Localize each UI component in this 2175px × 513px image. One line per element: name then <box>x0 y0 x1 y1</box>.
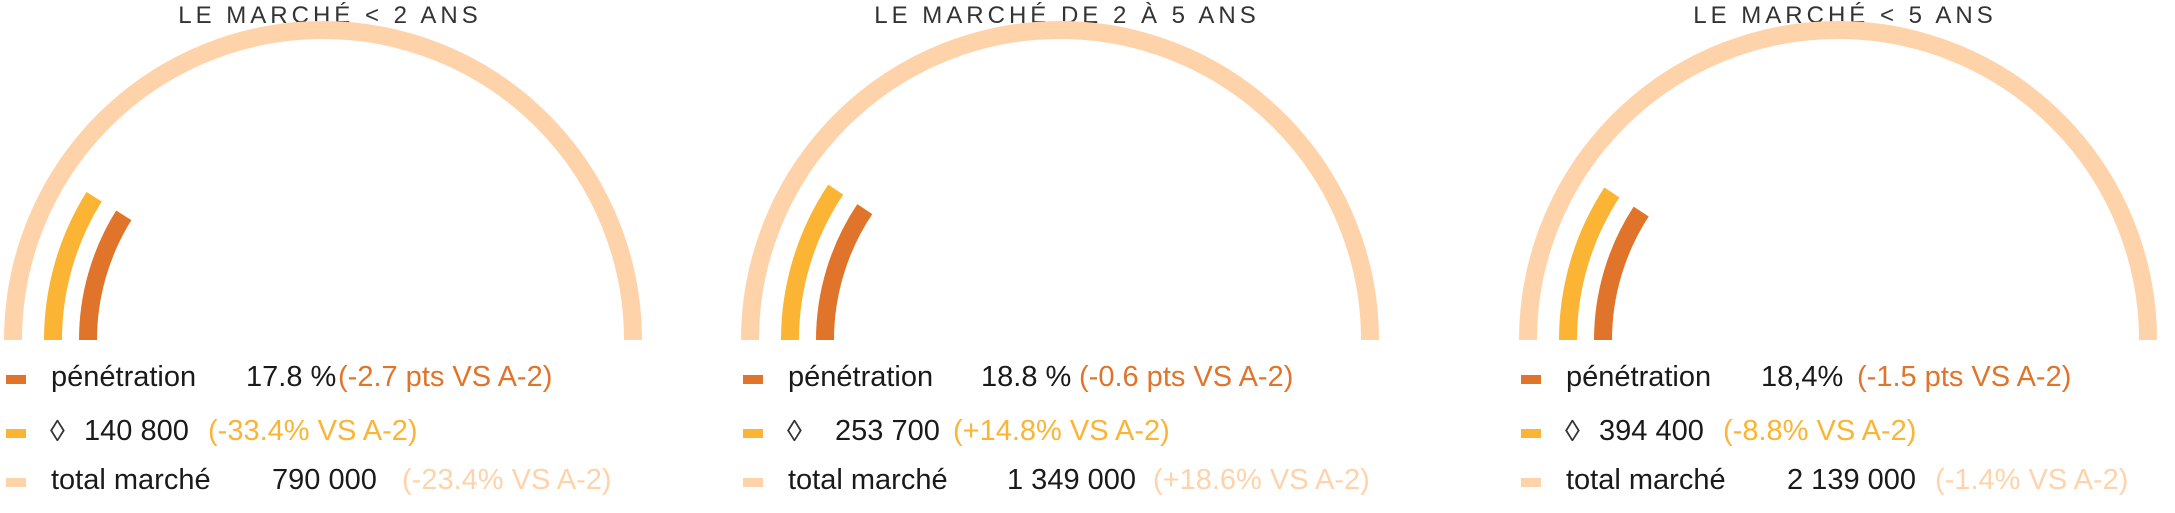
brand-value: 140 800 <box>84 415 189 447</box>
diamond-logo-icon: ◊ <box>1565 415 1580 448</box>
gauge-penetration-arc <box>79 210 132 341</box>
legend-row-penetration: pénétration 18.8 % (-0.6 pts VS A-2) <box>743 357 1393 397</box>
penetration-label: pénétration <box>788 361 934 393</box>
total-variation: (+18.6% VS A-2) <box>1153 464 1370 496</box>
legend-row-total: total marché 790 000 (-23.4% VS A-2) <box>6 460 656 500</box>
penetration-swatch <box>6 375 26 384</box>
legend-row-total: total marché 2 139 000 (-1.4% VS A-2) <box>1521 460 2171 500</box>
total-swatch <box>6 478 26 487</box>
total-swatch <box>743 478 763 487</box>
diamond-logo-icon: ◊ <box>50 415 65 448</box>
gauge-panel-under-2-years: LE MARCHÉ < 2 ANS pénétration 17.8 % (-2… <box>0 0 660 513</box>
penetration-variation: (-2.7 pts VS A-2) <box>338 361 553 393</box>
penetration-swatch <box>1521 375 1541 384</box>
legend-row-total: total marché 1 349 000 (+18.6% VS A-2) <box>743 460 1393 500</box>
total-variation: (-1.4% VS A-2) <box>1935 464 2129 496</box>
total-label: total marché <box>51 464 211 496</box>
legend-row-penetration: pénétration 18,4% (-1.5 pts VS A-2) <box>1521 357 2171 397</box>
penetration-swatch <box>743 375 763 384</box>
penetration-label: pénétration <box>1566 361 1712 393</box>
penetration-variation: (-1.5 pts VS A-2) <box>1857 361 2072 393</box>
gauge-brand-arc <box>1559 187 1620 341</box>
total-value: 1 349 000 <box>1007 464 1137 496</box>
gauge-total-arc <box>741 21 1379 341</box>
penetration-value: 18.8 % <box>981 361 1072 393</box>
penetration-variation: (-0.6 pts VS A-2) <box>1079 361 1294 393</box>
legend-row-brand: ◊ 253 700 (+14.8% VS A-2) <box>743 411 1393 451</box>
gauge-brand-arc <box>44 191 102 341</box>
total-label: total marché <box>788 464 948 496</box>
legend-row-brand: ◊ 394 400 (-8.8% VS A-2) <box>1521 411 2171 451</box>
brand-variation: (+14.8% VS A-2) <box>953 415 1170 447</box>
total-value: 2 139 000 <box>1787 464 1917 496</box>
gauge-penetration-arc <box>816 204 873 341</box>
gauge-total-arc <box>1519 21 2157 341</box>
brand-variation: (-8.8% VS A-2) <box>1723 415 1917 447</box>
brand-value: 394 400 <box>1599 415 1704 447</box>
total-swatch <box>1521 478 1541 487</box>
legend-row-brand: ◊ 140 800 (-33.4% VS A-2) <box>6 411 656 451</box>
penetration-value: 18,4% <box>1761 361 1844 393</box>
gauge-chart <box>1519 21 2157 341</box>
gauge-chart <box>4 21 642 341</box>
diamond-logo-icon: ◊ <box>787 415 802 448</box>
brand-variation: (-33.4% VS A-2) <box>208 415 418 447</box>
brand-swatch <box>6 429 26 438</box>
brand-value: 253 700 <box>835 415 940 447</box>
brand-swatch <box>743 429 763 438</box>
gauge-penetration-arc <box>1594 206 1649 341</box>
total-label: total marché <box>1566 464 1726 496</box>
gauge-panel-under-5-years: LE MARCHÉ < 5 ANS pénétration 18,4% (-1.… <box>1515 0 2175 513</box>
legend-row-penetration: pénétration 17.8 % (-2.7 pts VS A-2) <box>6 357 656 397</box>
gauge-brand-arc <box>781 184 844 341</box>
total-value: 790 000 <box>272 464 377 496</box>
gauge-panel-2-to-5-years: LE MARCHÉ DE 2 À 5 ANS pénétration 18.8 … <box>737 0 1397 513</box>
total-variation: (-23.4% VS A-2) <box>402 464 612 496</box>
penetration-label: pénétration <box>51 361 197 393</box>
brand-swatch <box>1521 429 1541 438</box>
penetration-value: 17.8 % <box>246 361 337 393</box>
gauge-chart <box>741 21 1379 341</box>
gauge-total-arc <box>4 21 642 341</box>
